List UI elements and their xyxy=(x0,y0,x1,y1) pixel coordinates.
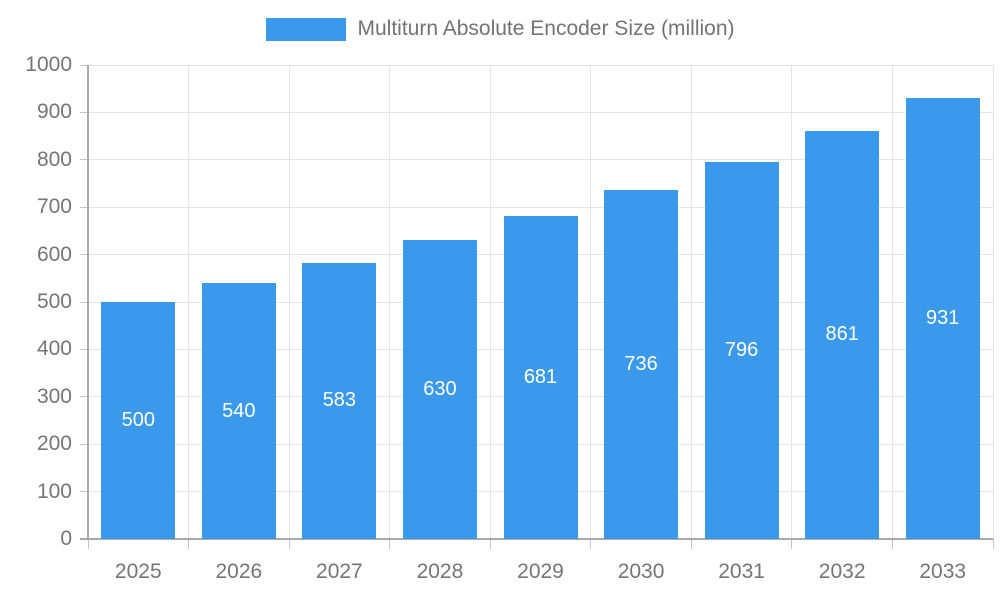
x-tick-label: 2026 xyxy=(215,560,263,583)
bar-value-label: 630 xyxy=(423,378,457,401)
y-axis-tick xyxy=(80,254,88,256)
bar-value-label: 500 xyxy=(121,409,155,431)
y-tick-label: 0 xyxy=(60,527,72,550)
bar-value-label: 861 xyxy=(825,323,859,346)
bar[interactable]: 681 xyxy=(503,216,578,539)
bar[interactable]: 500 xyxy=(101,302,176,539)
y-tick-label: 600 xyxy=(36,242,72,266)
y-gridline xyxy=(88,111,993,113)
x-gridline xyxy=(389,65,391,539)
x-axis-tick xyxy=(891,539,893,549)
x-tick-label: 2025 xyxy=(114,560,162,583)
y-axis-tick xyxy=(80,348,88,350)
y-tick-label: 300 xyxy=(36,384,72,408)
x-axis-tick xyxy=(489,539,491,549)
bar[interactable]: 796 xyxy=(704,161,779,539)
x-axis-tick xyxy=(288,539,290,549)
y-axis-tick xyxy=(80,64,88,66)
x-axis-tick xyxy=(590,539,592,549)
y-axis-tick xyxy=(80,443,88,445)
x-gridline xyxy=(891,65,893,539)
x-tick-label: 2028 xyxy=(416,560,464,583)
x-tick-label: 2029 xyxy=(517,560,564,583)
x-axis-tick xyxy=(992,539,994,549)
y-tick-label: 200 xyxy=(36,432,72,456)
x-tick-label: 2027 xyxy=(316,560,363,583)
bar[interactable]: 540 xyxy=(201,283,276,539)
x-tick-label: 2033 xyxy=(919,560,967,583)
x-tick-label: 2032 xyxy=(818,560,866,583)
x-gridline xyxy=(489,65,491,539)
bar-value-label: 540 xyxy=(222,399,256,422)
x-tick-label: 2030 xyxy=(617,560,665,583)
x-gridline xyxy=(791,65,793,539)
legend[interactable]: Multiturn Absolute Encoder Size (million… xyxy=(0,14,1000,44)
x-gridline xyxy=(188,65,190,539)
y-tick-label: 1000 xyxy=(25,53,72,76)
x-axis-tick xyxy=(791,539,793,549)
y-axis-tick xyxy=(80,159,88,161)
y-tick-label: 100 xyxy=(36,479,72,503)
y-axis-line xyxy=(87,65,89,540)
y-axis-tick xyxy=(80,396,88,398)
bar[interactable]: 583 xyxy=(302,262,377,539)
bar-value-label: 796 xyxy=(724,338,759,361)
x-tick-label: 2031 xyxy=(718,560,765,583)
x-gridline xyxy=(590,65,592,539)
y-axis-tick xyxy=(80,301,88,303)
x-gridline xyxy=(992,65,994,539)
bar[interactable]: 861 xyxy=(805,130,880,539)
x-gridline xyxy=(690,65,692,539)
legend-label: Multiturn Absolute Encoder Size (million… xyxy=(357,17,735,40)
bar-value-label: 931 xyxy=(926,306,960,329)
x-axis-tick xyxy=(389,539,391,549)
x-axis-tick xyxy=(188,539,190,549)
bar[interactable]: 630 xyxy=(402,240,477,539)
bar-value-label: 583 xyxy=(322,389,357,412)
y-tick-label: 700 xyxy=(36,195,72,219)
bar[interactable]: 931 xyxy=(905,97,980,539)
x-axis-tick xyxy=(690,539,692,549)
x-gridline xyxy=(288,65,290,539)
x-axis-tick xyxy=(87,539,89,549)
y-axis-tick xyxy=(80,206,88,208)
y-axis-tick xyxy=(80,491,88,493)
bar-value-label: 736 xyxy=(624,353,658,376)
y-tick-label: 400 xyxy=(36,337,72,361)
legend-swatch-icon xyxy=(265,17,346,41)
bar-value-label: 681 xyxy=(523,366,558,389)
y-gridline xyxy=(88,64,993,66)
bar[interactable]: 736 xyxy=(604,190,679,539)
y-tick-label: 900 xyxy=(36,100,72,124)
y-tick-label: 500 xyxy=(36,290,72,313)
y-tick-label: 800 xyxy=(36,147,72,171)
y-axis-tick xyxy=(80,111,88,113)
